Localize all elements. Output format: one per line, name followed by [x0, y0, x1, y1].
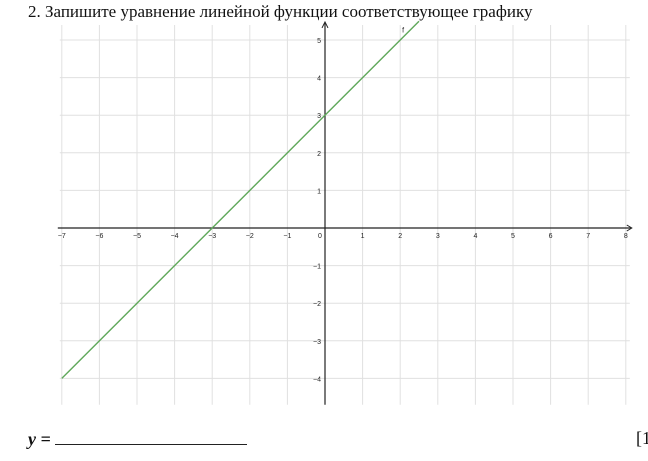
x-tick-label: 4 — [473, 233, 477, 240]
answer-blank[interactable] — [54, 428, 247, 445]
x-tick-label: −7 — [58, 233, 66, 240]
y-tick-label: −1 — [313, 264, 321, 271]
x-axis-arrow — [626, 224, 633, 232]
x-tick-label: 8 — [624, 233, 628, 240]
x-tick-label: −5 — [133, 233, 141, 240]
answer-label: y = — [28, 429, 51, 449]
series-label: f — [402, 27, 404, 34]
score-mark: [1 — [636, 428, 648, 448]
question-title: 2. Запишите уравнение линейной функции с… — [28, 2, 533, 21]
x-tick-label: −4 — [171, 233, 179, 240]
x-tick-label: 2 — [398, 233, 402, 240]
y-tick-label: −2 — [313, 301, 321, 308]
y-tick-label: 2 — [317, 151, 321, 158]
series-line-f — [61, 20, 420, 379]
x-tick-label: −1 — [283, 233, 291, 240]
answer-line: y = — [28, 428, 247, 450]
y-tick-label: 5 — [317, 38, 321, 45]
x-tick-label: −2 — [246, 233, 254, 240]
x-tick-label: 3 — [436, 233, 440, 240]
x-tick-label: 1 — [361, 233, 365, 240]
x-tick-label: 6 — [549, 233, 553, 240]
y-tick-label: −3 — [313, 339, 321, 346]
x-tick-label: −3 — [208, 233, 216, 240]
x-tick-label: −6 — [95, 233, 103, 240]
y-tick-label: −4 — [313, 376, 321, 383]
y-tick-label: 4 — [317, 76, 321, 83]
x-tick-label: 5 — [511, 233, 515, 240]
x-tick-label: 0 — [318, 233, 322, 240]
x-tick-label: 7 — [586, 233, 590, 240]
y-tick-label: 3 — [317, 113, 321, 120]
y-axis-arrow — [321, 20, 329, 29]
y-tick-label: 1 — [317, 188, 321, 195]
